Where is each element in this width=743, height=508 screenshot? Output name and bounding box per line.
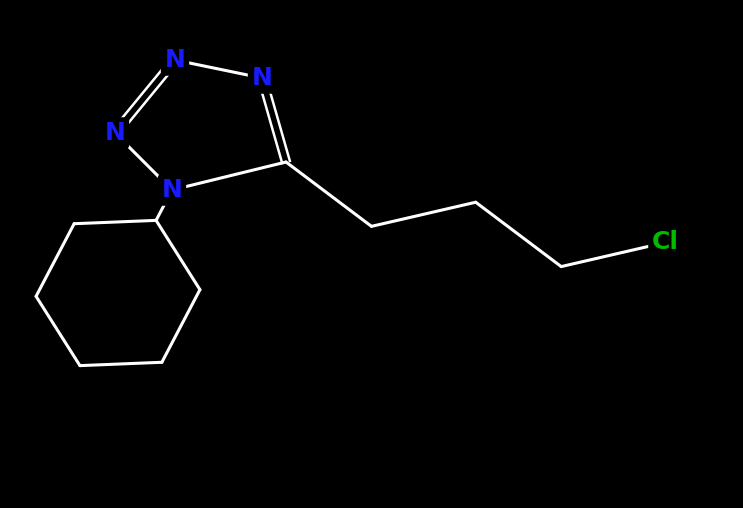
Text: N: N bbox=[161, 178, 183, 202]
Text: N: N bbox=[164, 48, 186, 72]
Text: Cl: Cl bbox=[652, 231, 679, 255]
Text: N: N bbox=[252, 66, 273, 90]
Text: N: N bbox=[105, 121, 126, 145]
